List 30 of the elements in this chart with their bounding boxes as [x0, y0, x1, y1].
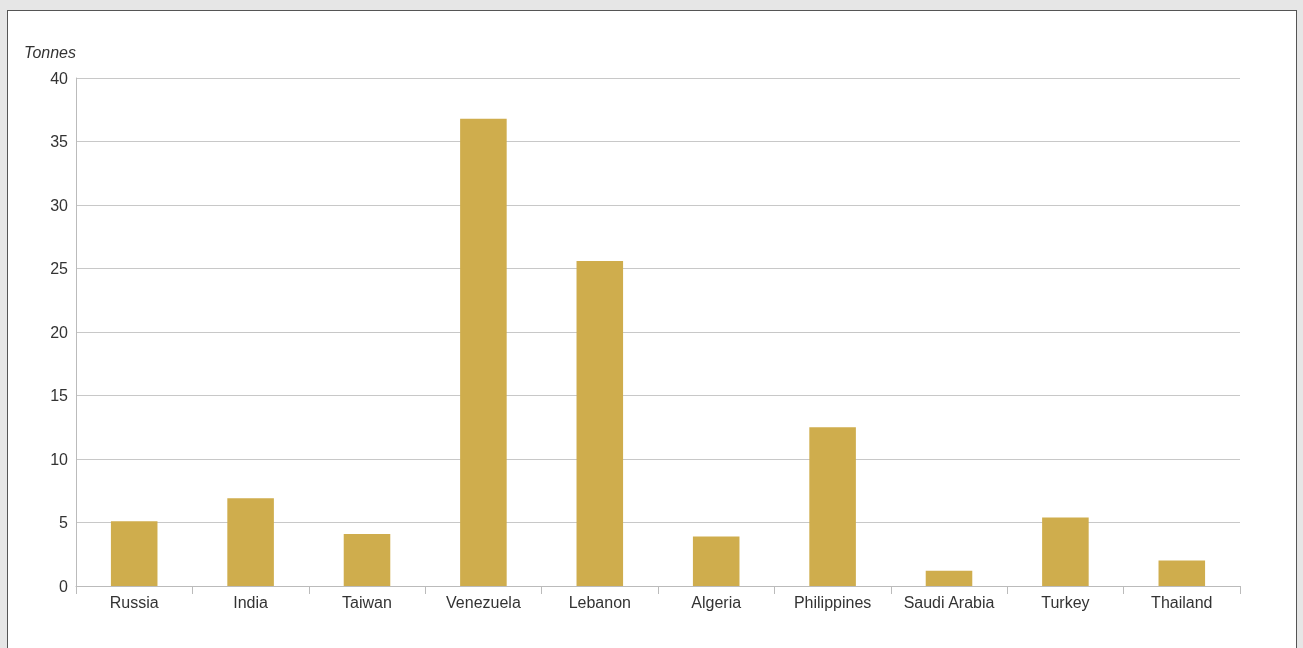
bar — [460, 118, 507, 586]
x-tick-label: Thailand — [1151, 593, 1213, 611]
y-tick-label: 5 — [59, 514, 69, 531]
x-tick-label: Philippines — [793, 593, 872, 611]
y-tick-label: 35 — [50, 133, 69, 150]
y-tick-label: 0 — [59, 577, 69, 595]
x-tick-label: Saudi Arabia — [903, 593, 995, 611]
bar — [809, 427, 856, 586]
y-tick-label: 25 — [50, 260, 69, 277]
y-tick-label: 30 — [50, 196, 69, 214]
bar — [1042, 517, 1089, 586]
bar — [227, 498, 274, 586]
x-tick-label: Lebanon — [568, 593, 631, 611]
bar — [1158, 560, 1206, 586]
y-tick-label: 40 — [50, 69, 69, 87]
x-tick-label: Taiwan — [342, 593, 392, 611]
y-axis-title: Tonnes — [24, 43, 76, 61]
x-tick-label: Turkey — [1041, 593, 1090, 611]
x-tick-label: Russia — [109, 593, 159, 611]
bar — [343, 533, 391, 586]
bar — [925, 570, 973, 586]
x-tick-label: Venezuela — [446, 593, 521, 611]
y-tick-label: 20 — [50, 323, 69, 341]
bar — [576, 260, 624, 586]
x-tick-label: Algeria — [691, 593, 742, 611]
x-tick-label: India — [233, 593, 269, 611]
bar — [110, 521, 158, 586]
y-tick-label: 10 — [50, 450, 69, 468]
y-tick-label: 15 — [50, 387, 69, 404]
bar — [692, 536, 740, 586]
